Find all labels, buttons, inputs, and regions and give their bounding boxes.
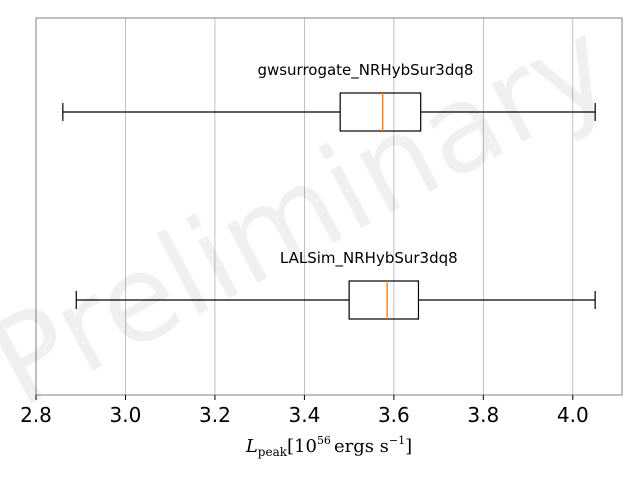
boxplot-2: LALSim_NRHybSur3dq8: [75, 249, 596, 320]
x-tick-label: 4.0: [557, 403, 589, 427]
x-tick-label: 3.4: [288, 403, 320, 427]
series-label: gwsurrogate_NRHybSur3dq8: [257, 61, 473, 80]
x-axis-label-exponent: 56: [317, 434, 331, 447]
x-axis-label-open: [10: [287, 436, 317, 457]
x-axis-label-units: ergs s: [334, 436, 389, 457]
series-label: LALSim_NRHybSur3dq8: [280, 249, 458, 268]
boxplot-1: gwsurrogate_NRHybSur3dq8: [62, 61, 596, 132]
x-axis-label-units-exponent: −1: [389, 434, 405, 447]
x-tick-label: 3.2: [199, 403, 231, 427]
x-tick-label: 2.8: [20, 403, 52, 427]
x-axis-label-subscript: peak: [258, 445, 288, 459]
boxplots: gwsurrogate_NRHybSur3dq8 LALSim_NRHybSur3…: [62, 61, 596, 320]
x-axis-ticks: 2.8 3.0 3.2 3.4 3.6 3.8 4.0: [20, 395, 589, 427]
x-axis-label-symbol: L: [245, 436, 258, 457]
x-tick-label: 3.8: [467, 403, 499, 427]
iqr-box: [348, 280, 420, 320]
x-axis-label: Lpeak[1056 ergs s−1]: [245, 434, 412, 459]
x-axis-label-close: ]: [405, 436, 412, 457]
x-tick-label: 3.6: [378, 403, 410, 427]
x-tick-label: 3.0: [110, 403, 142, 427]
grid-lines: [35, 18, 574, 395]
iqr-box: [339, 92, 422, 132]
axes-frame: [35, 17, 623, 396]
